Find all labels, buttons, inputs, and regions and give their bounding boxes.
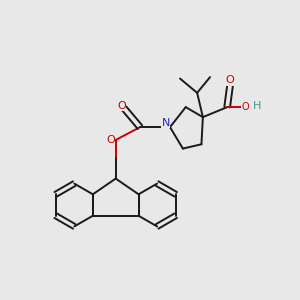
Text: H: H (253, 101, 261, 111)
Text: O: O (242, 102, 250, 112)
Text: O: O (117, 101, 126, 111)
Text: N: N (161, 118, 170, 128)
Text: O: O (226, 75, 234, 85)
Text: O: O (106, 135, 115, 145)
